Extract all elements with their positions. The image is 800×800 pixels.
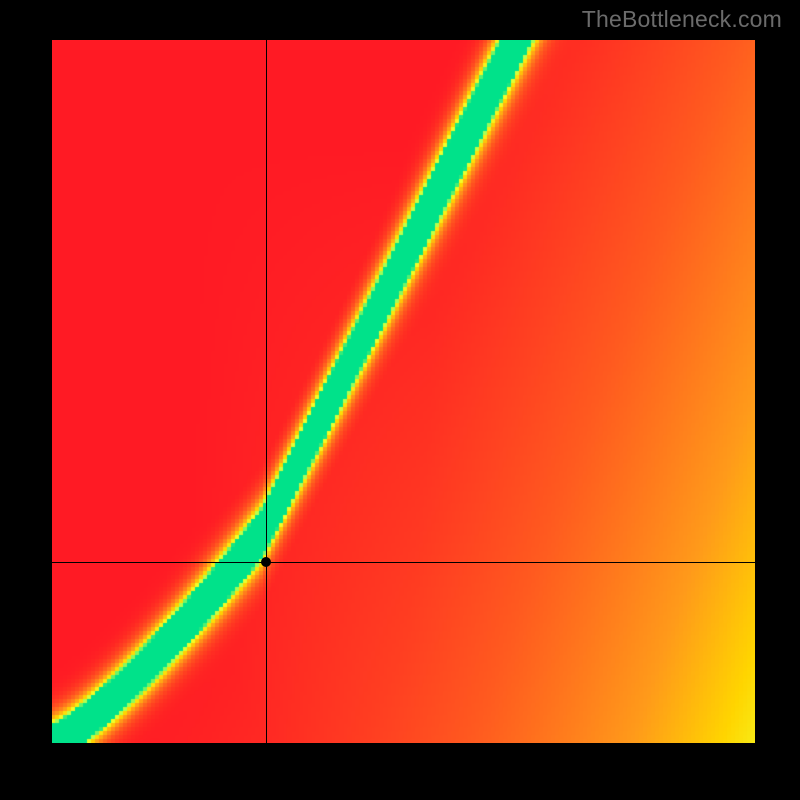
crosshair-horizontal xyxy=(52,562,755,563)
crosshair-vertical xyxy=(266,40,267,743)
watermark-text: TheBottleneck.com xyxy=(582,6,782,33)
chart-container: TheBottleneck.com xyxy=(0,0,800,800)
heatmap-canvas xyxy=(52,40,755,743)
marker-dot xyxy=(261,557,271,567)
